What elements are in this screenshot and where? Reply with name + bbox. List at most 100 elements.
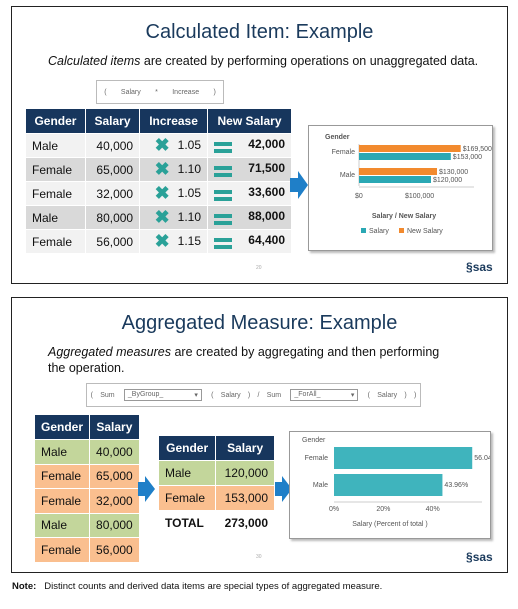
slide-calculated-item: Calculated Item: Example Calculated item…: [11, 6, 508, 284]
data-label: 43.96%: [444, 482, 468, 489]
new-salary-value: 42,000: [248, 136, 285, 151]
new-salary-value: 88,000: [248, 208, 285, 223]
salary-cell: 40,000: [89, 439, 140, 465]
bar-percent: [334, 474, 443, 496]
slide-title: Aggregated Measure: Example: [121, 312, 398, 334]
subtitle-emphasis: Calculated items: [48, 54, 141, 68]
table-row: Male 80,000 ✖ 1.10 88,000: [25, 205, 292, 230]
salary-cell: 56,000: [89, 537, 140, 563]
data-label: $153,000: [453, 154, 482, 161]
new-salary-value: 71,500: [248, 160, 285, 175]
sas-logo: §sas: [466, 550, 493, 564]
multiply-icon: ✖: [154, 135, 170, 155]
gender-cell: Male: [33, 512, 91, 538]
increase-cell: ✖ 1.05: [139, 181, 209, 206]
gender-cell: Female: [25, 157, 86, 182]
column-header: Increase: [139, 108, 209, 134]
salary-cell: 32,000: [89, 488, 140, 514]
formula-salary: Salary: [120, 88, 141, 96]
subtitle-text: are created by aggregating and then perf…: [48, 345, 440, 375]
chevron-down-icon: ▾: [194, 392, 198, 399]
sas-logo: §sas: [466, 260, 493, 274]
column-header: Gender: [25, 108, 86, 134]
x-axis-title: Salary / New Salary: [372, 213, 436, 220]
column-header: Salary: [215, 435, 275, 461]
salary-cell: 65,000: [89, 463, 140, 489]
column-header: Gender: [33, 414, 91, 440]
salary-cell: 65,000: [84, 157, 141, 182]
data-label: $120,000: [433, 177, 462, 184]
calc-chart: Gender Female Male $169,500 $153,000 $130,000…: [308, 125, 493, 251]
column-header: Gender: [157, 435, 217, 461]
increase-cell: ✖ 1.10: [139, 205, 209, 230]
formula-divide: /: [257, 391, 260, 399]
table-row: Male 120,000: [157, 460, 275, 486]
table-row: Male 40,000: [33, 439, 140, 465]
page-number: 30: [256, 554, 262, 560]
note-label: Note:: [12, 581, 37, 592]
forall-dropdown[interactable]: _ForAll_ ▾: [290, 389, 359, 401]
subtitle-text: are created by performing operations on …: [140, 54, 479, 68]
increase-value: 1.15: [177, 233, 202, 248]
chevron-down-icon: ▾: [350, 392, 355, 399]
increase-cell: ✖ 1.05: [139, 133, 209, 158]
gender-cell: Male: [25, 205, 86, 230]
data-label: $169,500: [463, 146, 492, 153]
bar-new-salary: [359, 168, 437, 175]
increase-value: 1.05: [177, 137, 202, 152]
new-salary-cell: 42,000: [207, 133, 292, 158]
agg-chart: Gender Female 56.04% Male 43.96% 0% 20% 40% Sala…: [289, 431, 498, 539]
gender-cell: Male: [157, 460, 217, 486]
legend-swatch-salary: [361, 228, 366, 233]
x-axis-title: Salary (Percent of total ): [352, 521, 427, 528]
salary-cell: 40,000: [84, 133, 141, 158]
formula-box: ( Sum _ByGroup_ ▾ ( Salary ) / Sum _ForAl…: [86, 383, 421, 407]
x-tick: 40%: [426, 506, 440, 513]
formula-operator: *: [155, 88, 158, 96]
table-row: Female 56,000 ✖ 1.15 64,400: [25, 229, 292, 254]
gender-cell: Female: [25, 229, 86, 254]
column-header: New Salary: [207, 108, 292, 134]
increase-cell: ✖ 1.10: [139, 157, 209, 182]
category-label: Female: [332, 149, 355, 156]
slide-aggregated-measure: Aggregated Measure: Example Aggregated m…: [11, 297, 508, 573]
x-tick: $0: [355, 193, 363, 200]
multiply-icon: ✖: [154, 159, 170, 179]
formula-sum: Sum: [266, 391, 282, 399]
new-salary-value: 33,600: [248, 184, 285, 199]
gender-cell: Male: [25, 133, 86, 158]
equals-icon: [214, 141, 233, 155]
category-label: Female: [305, 455, 328, 462]
bygroup-dropdown[interactable]: _ByGroup_ ▾: [123, 389, 202, 401]
gender-cell: Female: [33, 463, 91, 489]
formula-open-paren: (: [104, 88, 107, 96]
salary-cell: 80,000: [89, 512, 140, 538]
legend-label: Salary: [369, 228, 389, 235]
salary-cell: 32,000: [84, 181, 141, 206]
table-row: Female 32,000: [33, 488, 140, 514]
new-salary-cell: 88,000: [207, 205, 292, 230]
salary-cell: 273,000: [215, 510, 275, 536]
table-row: Male 80,000: [33, 512, 140, 538]
aggregated-table: Gender Salary Male 120,000 Female 153,000 TOT…: [157, 435, 275, 536]
formula-paren: ): [247, 391, 251, 399]
formula-sum: Sum: [100, 391, 115, 399]
slide-title: Calculated Item: Example: [145, 21, 374, 43]
subtitle-emphasis: Aggregated measures: [48, 345, 171, 359]
increase-value: 1.05: [177, 185, 202, 200]
salary-cell: 80,000: [84, 205, 141, 230]
column-header: Salary: [89, 414, 140, 440]
increase-value: 1.10: [177, 161, 202, 176]
column-header: Salary: [84, 108, 141, 134]
equals-icon: [214, 213, 233, 227]
bar-salary: [359, 153, 451, 160]
bar-salary: [359, 176, 431, 183]
gender-cell: Female: [25, 181, 86, 206]
legend-label: New Salary: [407, 228, 443, 235]
data-label: 56.04%: [474, 455, 490, 462]
table-row: Female 56,000: [33, 537, 140, 563]
x-tick: $100,000: [405, 193, 434, 200]
bar-percent: [334, 447, 473, 469]
formula-paren: ): [404, 391, 407, 399]
page-number: 20: [256, 265, 262, 271]
